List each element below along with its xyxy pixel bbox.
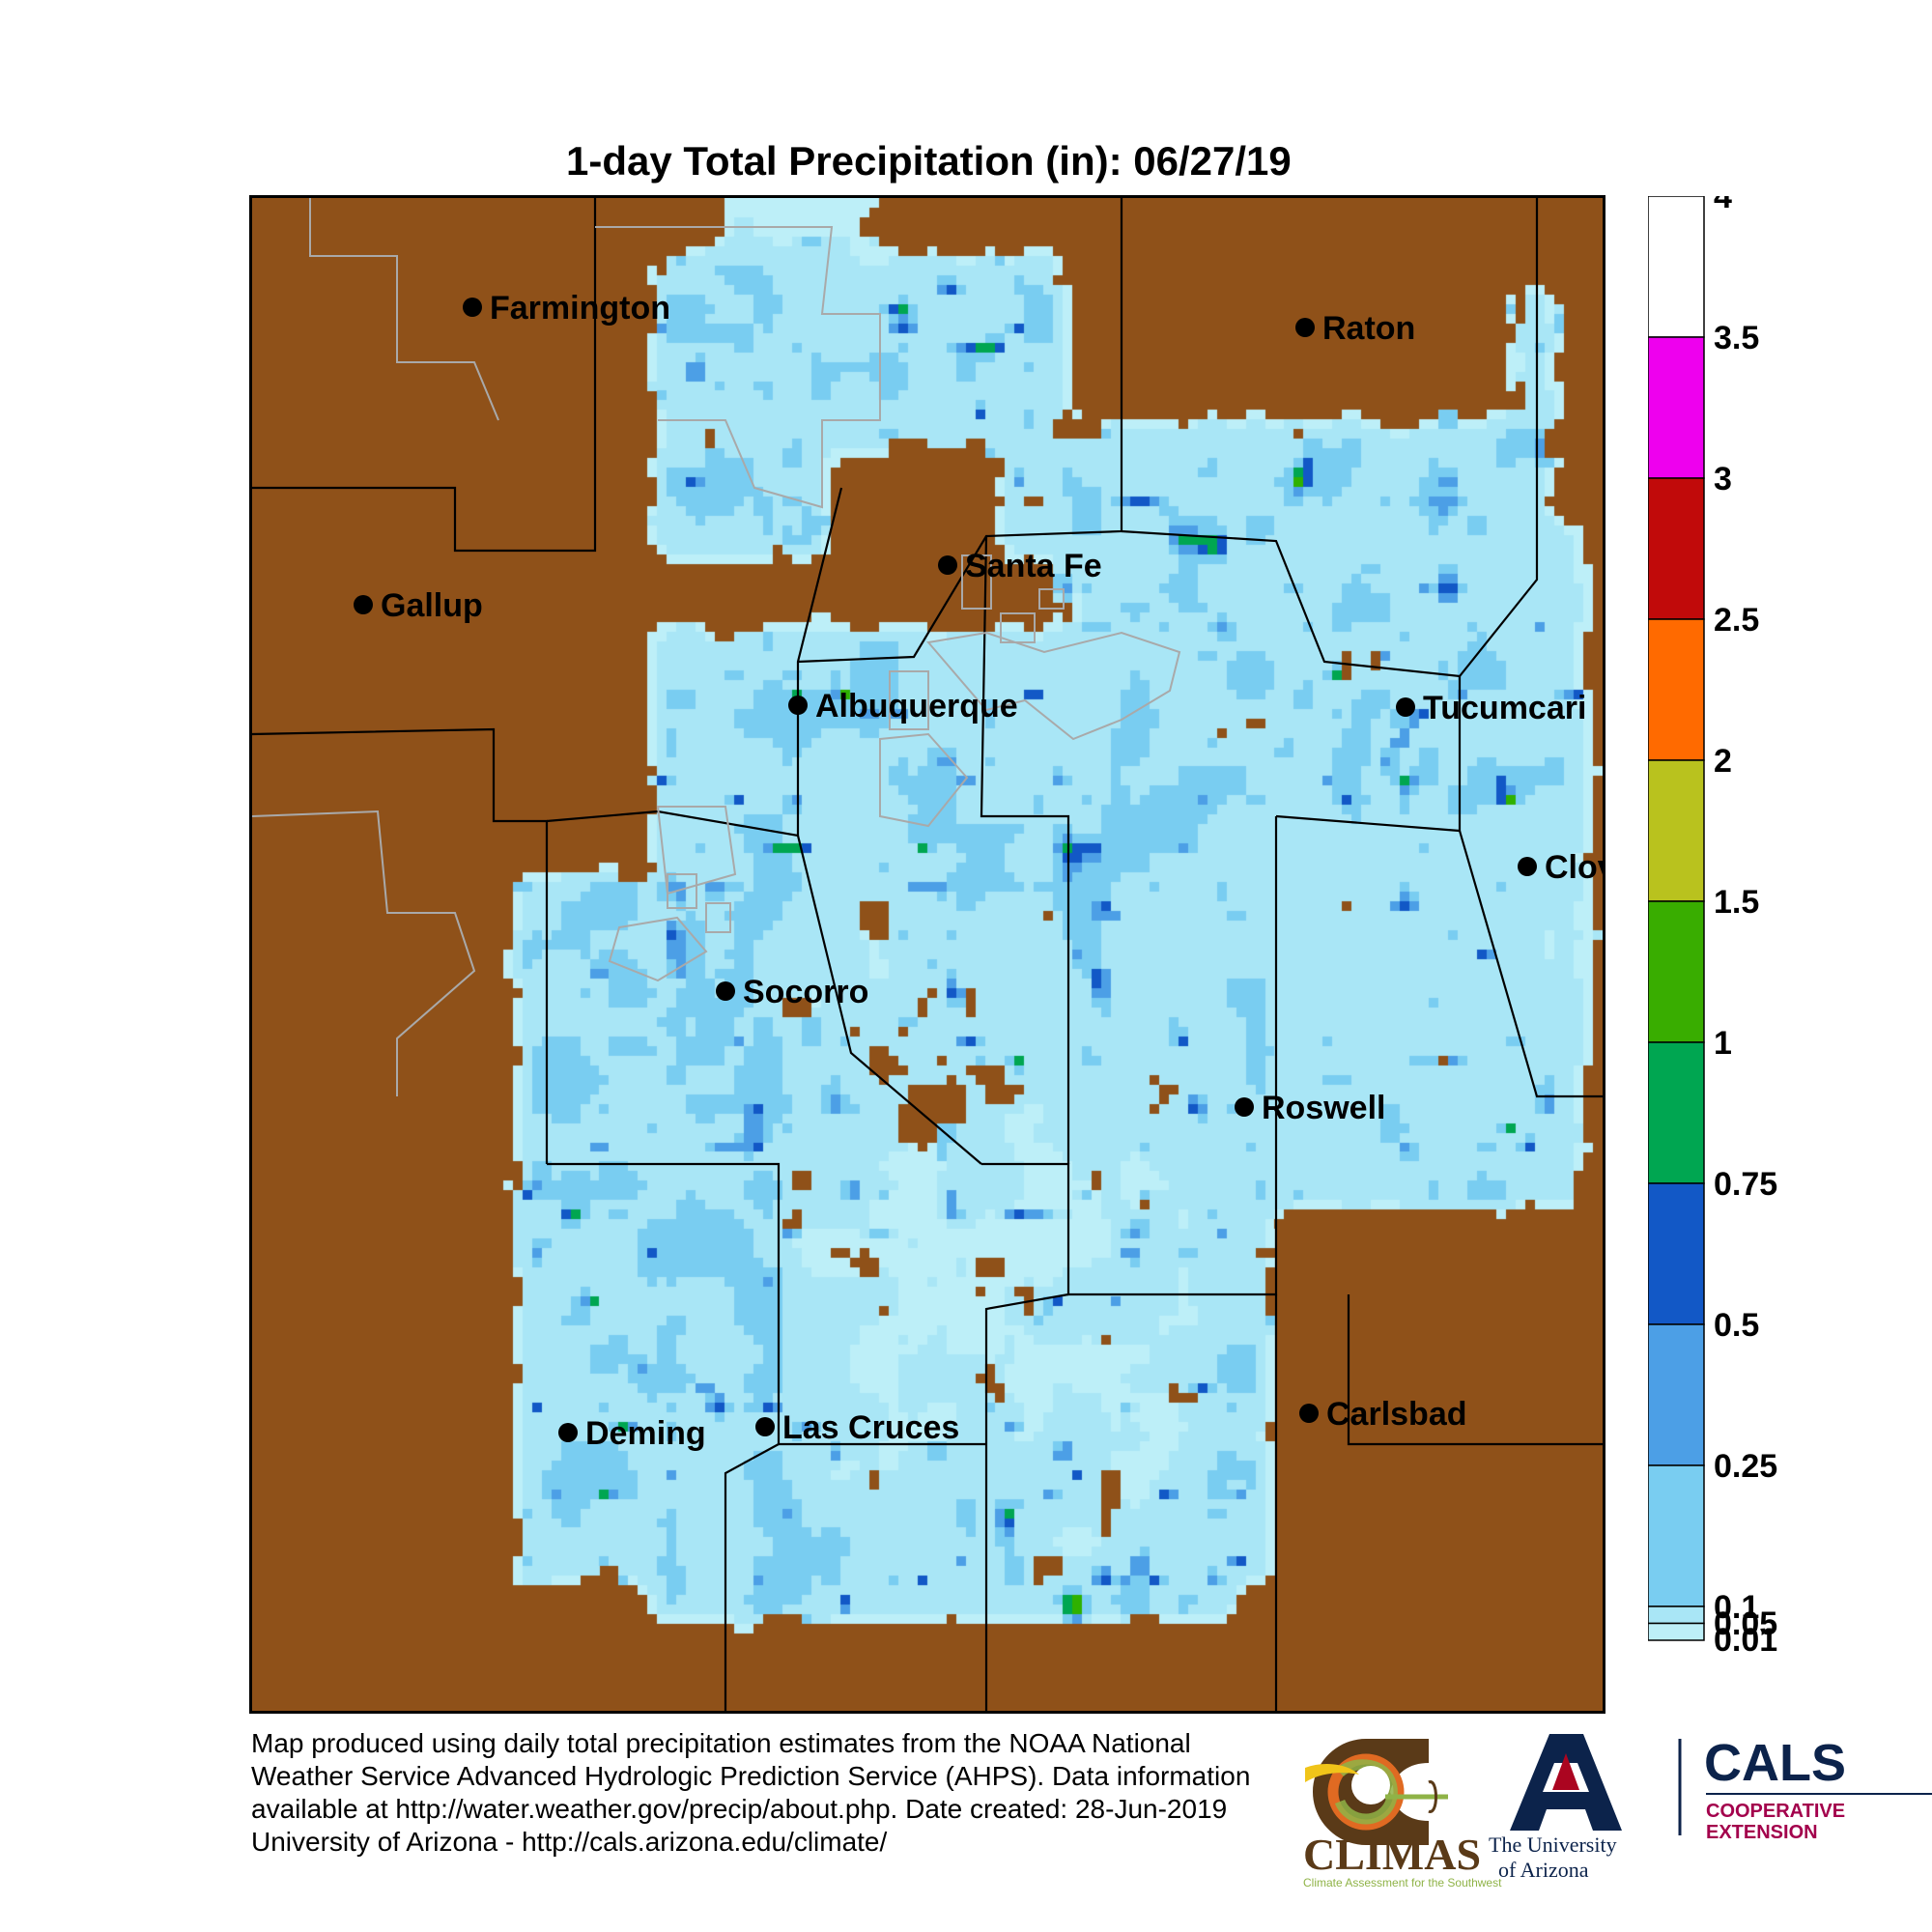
svg-text:Deming: Deming [585, 1415, 706, 1452]
svg-text:Las Cruces: Las Cruces [782, 1409, 959, 1446]
svg-text:1.5: 1.5 [1714, 884, 1759, 921]
svg-text:Raton: Raton [1322, 310, 1415, 347]
svg-text:of Arizona: of Arizona [1498, 1858, 1589, 1882]
svg-text:Roswell: Roswell [1262, 1090, 1385, 1126]
svg-text:2.5: 2.5 [1714, 602, 1759, 639]
svg-text:CALS: CALS [1704, 1734, 1846, 1792]
svg-text:0.01: 0.01 [1714, 1622, 1777, 1659]
svg-text:0.5: 0.5 [1714, 1307, 1759, 1344]
svg-text:Socorro: Socorro [743, 974, 868, 1010]
svg-text:Carlsbad: Carlsbad [1326, 1396, 1467, 1433]
svg-text:0.25: 0.25 [1714, 1448, 1777, 1485]
svg-text:COOPERATIVE: COOPERATIVE [1706, 1801, 1845, 1822]
svg-text:4: 4 [1714, 196, 1732, 215]
svg-text:3.5: 3.5 [1714, 320, 1759, 356]
svg-text:0.75: 0.75 [1714, 1166, 1777, 1203]
svg-text:CLIMAS: CLIMAS [1303, 1830, 1481, 1879]
svg-text:The University: The University [1489, 1833, 1617, 1857]
svg-text:2: 2 [1714, 743, 1732, 780]
svg-text:Santa Fe: Santa Fe [965, 548, 1102, 584]
svg-text:Tucumcari: Tucumcari [1423, 690, 1586, 726]
svg-text:EXTENSION: EXTENSION [1706, 1822, 1818, 1843]
svg-text:Climate Assessment for the Sou: Climate Assessment for the Southwest [1303, 1876, 1502, 1889]
svg-text:Clovis: Clovis [1545, 849, 1603, 886]
svg-text:Farmington: Farmington [490, 290, 670, 327]
svg-text:3: 3 [1714, 461, 1732, 497]
svg-text:Albuquerque: Albuquerque [815, 688, 1018, 724]
svg-text:1: 1 [1714, 1025, 1732, 1062]
svg-text:Gallup: Gallup [381, 587, 483, 624]
